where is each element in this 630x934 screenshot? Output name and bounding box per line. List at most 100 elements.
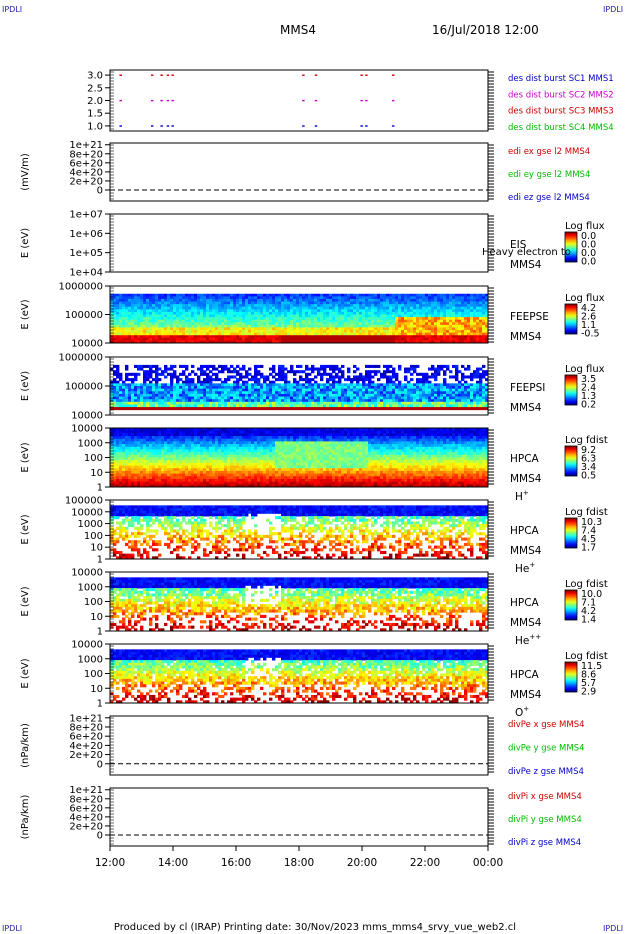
heatmap-cell: [161, 317, 165, 321]
heatmap-cell: [413, 322, 417, 326]
heatmap-cell: [182, 340, 186, 344]
heatmap-cell: [176, 393, 180, 397]
heatmap-cell: [455, 309, 459, 313]
heatmap-cell: [425, 304, 429, 308]
heatmap-cell: [200, 293, 204, 297]
heatmap-cell: [140, 452, 144, 456]
heatmap-cell: [353, 322, 357, 326]
heatmap-cell: [224, 332, 228, 336]
heatmap-cell: [383, 391, 387, 395]
heatmap-cell: [302, 340, 306, 344]
heatmap-cell: [134, 301, 138, 305]
heatmap-cell: [221, 332, 225, 336]
heatmap-cell: [119, 438, 123, 442]
heatmap-cell: [482, 337, 486, 341]
heatmap-cell: [230, 335, 234, 339]
heatmap-cell: [251, 314, 255, 318]
heatmap-cell: [206, 309, 210, 313]
heatmap-cell: [305, 380, 309, 384]
heatmap-cell: [290, 340, 294, 344]
heatmap-cell: [257, 383, 261, 387]
heatmap-cell: [434, 393, 438, 397]
heatmap-cell: [365, 375, 369, 379]
heatmap-cell: [155, 399, 159, 403]
heatmap-cell: [182, 304, 186, 308]
heatmap-cell: [422, 298, 426, 302]
heatmap-cell: [149, 370, 153, 374]
heatmap-cell: [221, 380, 225, 384]
heatmap-cell: [428, 337, 432, 341]
heatmap-cell: [425, 301, 429, 305]
heatmap-cell: [248, 304, 252, 308]
heatmap-cell: [329, 311, 333, 315]
heatmap-cell: [296, 304, 300, 308]
heatmap-cell: [152, 473, 156, 477]
heatmap-cell: [131, 332, 135, 336]
heatmap-cell: [206, 391, 210, 395]
heatmap-cell: [422, 340, 426, 344]
heatmap-cell: [383, 301, 387, 305]
heatmap-cell: [173, 468, 177, 472]
heatmap-cell: [143, 372, 147, 376]
y-tick-label: 1e+05: [69, 248, 103, 259]
heatmap-cell: [377, 401, 381, 405]
heatmap-cell: [299, 337, 303, 341]
heatmap-cell: [131, 391, 135, 395]
heatmap-cell: [224, 404, 228, 408]
heatmap-cell: [407, 293, 411, 297]
heatmap-cell: [161, 478, 165, 483]
heatmap-cell: [218, 407, 222, 411]
heatmap-cell: [110, 380, 114, 384]
heatmap-cell: [140, 386, 144, 390]
heatmap-cell: [242, 306, 246, 310]
heatmap-cell: [131, 317, 135, 321]
heatmap-cell: [332, 380, 336, 384]
heatmap-cell: [386, 388, 390, 392]
heatmap-cell: [281, 293, 285, 297]
heatmap-cell: [188, 314, 192, 318]
heatmap-cell: [389, 322, 393, 326]
heatmap-cell: [152, 396, 156, 400]
heatmap-cell: [155, 465, 159, 469]
heatmap-cell: [248, 383, 252, 387]
heatmap-cell: [263, 317, 267, 321]
heatmap-cell: [344, 330, 348, 334]
heatmap-cell: [290, 298, 294, 302]
heatmap-cell: [446, 319, 450, 323]
heatmap-cell: [380, 399, 384, 403]
heatmap-cell: [176, 314, 180, 318]
heatmap-cell: [377, 404, 381, 408]
heatmap-cell: [380, 401, 384, 405]
heatmap-cell: [479, 304, 483, 308]
heatmap-cell: [170, 438, 174, 442]
heatmap-cell: [203, 332, 207, 336]
heatmap-cell: [281, 375, 285, 379]
heatmap-cell: [161, 454, 165, 458]
heatmap-cell: [299, 378, 303, 382]
heatmap-cell: [158, 404, 162, 408]
heatmap-cell: [137, 436, 141, 440]
heatmap-cell: [446, 386, 450, 390]
heatmap-cell: [176, 330, 180, 334]
heatmap-cell: [197, 388, 201, 392]
heatmap-cell: [344, 296, 348, 300]
heatmap-cell: [290, 386, 294, 390]
heatmap-cell: [368, 375, 372, 379]
heatmap-cell: [458, 296, 462, 300]
heatmap-cell: [143, 476, 147, 480]
heatmap-cell: [398, 364, 402, 368]
heatmap-cell: [461, 306, 465, 310]
heatmap-cell: [278, 304, 282, 308]
heatmap-cell: [227, 404, 231, 408]
corner-label-top-left: IPDLI: [2, 5, 22, 14]
heatmap-cell: [248, 388, 252, 392]
heatmap-cell: [110, 293, 114, 297]
heatmap-cell: [407, 388, 411, 392]
heatmap-cell: [116, 449, 120, 453]
heatmap-cell: [347, 407, 351, 411]
heatmap-cell: [170, 401, 174, 405]
heatmap-cell: [143, 309, 147, 313]
heatmap-cell: [170, 404, 174, 408]
heatmap-cell: [440, 330, 444, 334]
heatmap-cell: [338, 332, 342, 336]
